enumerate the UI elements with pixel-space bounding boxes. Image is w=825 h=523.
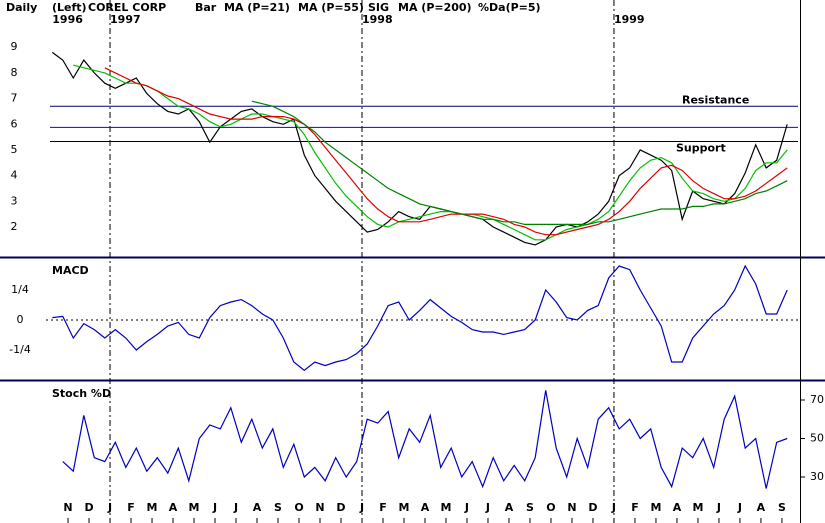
x-tick-label: F [379,501,387,514]
x-tick-label: J [359,501,364,514]
legend-entry: MA (P=21) [224,1,290,14]
series-line [104,67,788,236]
x-tick-label: J [212,501,217,514]
y-tick-label: 9 [11,40,18,53]
y-tick-label: 0 [17,313,24,326]
period-label: Daily [6,1,37,14]
y-tick-label: 5 [11,143,18,156]
legend-entry: MA (P=200) [398,1,472,14]
y-tick-label: 1/4 [11,283,29,296]
year-label: 1998 [362,13,393,26]
series-line [73,64,788,241]
y-tick-label: 7 [11,92,18,105]
x-tick-label: A [253,501,262,514]
x-tick-label: A [757,501,766,514]
x-tick-label: A [505,501,514,514]
y-tick-label: 2 [11,220,18,233]
y-tick-label: 70 [810,393,824,406]
symbol-label: COREL CORP [88,1,166,14]
y-tick-label: 3 [11,194,18,207]
series-line [52,264,788,372]
panel-title: Stoch %D [52,387,111,400]
y-tick-label: 6 [11,117,18,130]
x-tick-label: M [189,501,200,514]
x-tick-label: J [737,501,742,514]
y-tick-label: 4 [11,169,18,182]
level-label: Support [676,141,726,154]
x-tick-label: M [147,501,158,514]
x-tick-label: M [441,501,452,514]
series-line [51,51,788,246]
x-tick-label: A [421,501,430,514]
x-tick-label: S [526,501,534,514]
x-tick-label: M [399,501,410,514]
x-tick-label: N [567,501,576,514]
x-tick-label: F [631,501,639,514]
x-tick-label: A [169,501,178,514]
series-line [62,390,788,489]
x-tick-label: J [485,501,490,514]
x-tick-label: J [107,501,112,514]
x-tick-label: J [611,501,616,514]
x-tick-label: A [673,501,682,514]
x-tick-label: N [63,501,72,514]
x-tick-label: S [274,501,282,514]
x-tick-label: O [546,501,555,514]
legend-entry: %Da(P=5) [478,1,541,14]
legend-entry: Bar [195,1,217,14]
x-tick-label: F [127,501,135,514]
x-tick-label: D [336,501,345,514]
x-tick-label: D [588,501,597,514]
year-label: 1999 [614,13,645,26]
y-tick-label: 50 [810,431,824,444]
legend-entry: SIG [368,1,389,14]
x-tick-label: D [84,501,93,514]
x-tick-label: S [778,501,786,514]
year-label: 1996 [52,13,83,26]
side-label: (Left) [52,1,87,14]
x-tick-label: J [464,501,469,514]
y-tick-label: 8 [11,66,18,79]
x-tick-label: M [650,501,661,514]
x-tick-label: N [315,501,324,514]
y-tick-label: 30 [810,470,824,483]
x-tick-label: J [716,501,721,514]
x-tick-label: M [692,501,703,514]
year-label: 1997 [110,13,141,26]
level-label: Resistance [682,93,749,106]
panel-title: MACD [52,264,89,277]
series-line [251,100,788,225]
x-tick-label: J [233,501,238,514]
legend-entry: MA (P=55) [298,1,364,14]
y-tick-label: -1/4 [9,343,31,356]
x-tick-label: O [294,501,303,514]
